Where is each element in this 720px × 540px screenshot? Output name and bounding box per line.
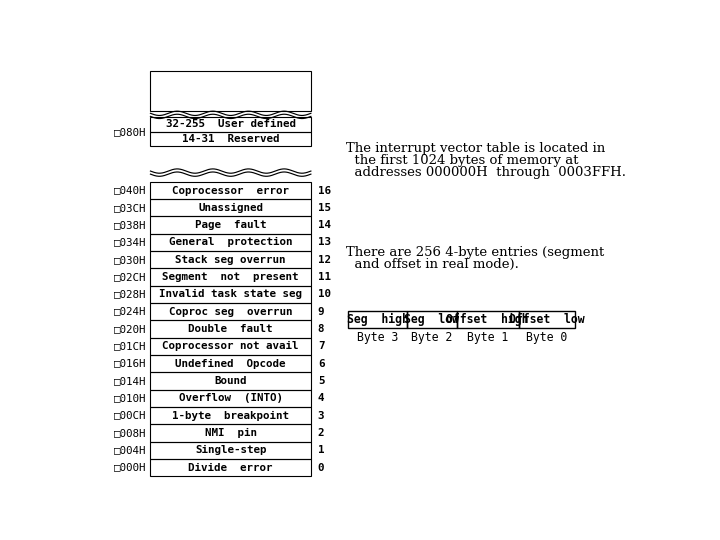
Text: 13: 13 [318, 238, 331, 247]
Text: Stack seg overrun: Stack seg overrun [176, 255, 286, 265]
Bar [518, 311, 575, 328]
Text: 15: 15 [318, 203, 331, 213]
Text: □030H: □030H [114, 255, 147, 265]
Bar [407, 311, 456, 328]
Text: Single-step: Single-step [195, 446, 266, 455]
Text: □014H: □014H [114, 376, 147, 386]
Text: □034H: □034H [114, 238, 147, 247]
Text: Segment  not  present: Segment not present [163, 272, 299, 282]
Text: General  protection: General protection [169, 238, 292, 247]
Bar [150, 117, 311, 132]
Text: □024H: □024H [114, 307, 147, 317]
Text: Seg  low: Seg low [404, 313, 459, 326]
Bar [150, 199, 311, 217]
Text: Bound: Bound [215, 376, 247, 386]
Text: There are 256 4-byte entries (segment: There are 256 4-byte entries (segment [346, 246, 604, 259]
Text: 10: 10 [318, 289, 331, 300]
Bar [150, 182, 311, 199]
Text: □028H: □028H [114, 289, 147, 300]
Text: 32-255  User defined: 32-255 User defined [166, 119, 296, 130]
Text: 4: 4 [318, 394, 324, 403]
Text: Divide  error: Divide error [189, 463, 273, 472]
Text: □02CH: □02CH [114, 272, 147, 282]
Text: Coprocessor not avail: Coprocessor not avail [163, 341, 299, 352]
Text: □010H: □010H [114, 394, 147, 403]
Text: Coprocessor  error: Coprocessor error [172, 186, 289, 195]
Text: □008H: □008H [114, 428, 147, 438]
Text: The interrupt vector table is located in: The interrupt vector table is located in [346, 142, 605, 155]
Text: □00CH: □00CH [114, 411, 147, 421]
Bar [150, 373, 311, 390]
Bar [150, 424, 311, 442]
Text: 1: 1 [318, 446, 324, 455]
Bar [150, 355, 311, 373]
Text: 9: 9 [318, 307, 324, 317]
Bar [150, 390, 311, 407]
Text: 7: 7 [318, 341, 324, 352]
Text: 14: 14 [318, 220, 331, 230]
Bar [150, 303, 311, 320]
Text: 11: 11 [318, 272, 331, 282]
Text: 6: 6 [318, 359, 324, 369]
Text: 5: 5 [318, 376, 324, 386]
Text: Seg  high: Seg high [346, 313, 408, 326]
Text: Coproc seg  overrun: Coproc seg overrun [169, 307, 292, 317]
Text: □000H: □000H [114, 463, 147, 472]
Text: Unassigned: Unassigned [198, 203, 264, 213]
Text: 16: 16 [318, 186, 331, 195]
Text: Byte 3: Byte 3 [357, 331, 398, 344]
Text: 12: 12 [318, 255, 331, 265]
Text: Invalid task state seg: Invalid task state seg [159, 289, 302, 300]
Text: □080H: □080H [114, 127, 147, 137]
Bar [456, 311, 518, 328]
Text: □01CH: □01CH [114, 341, 147, 352]
Bar [150, 251, 311, 268]
Text: Undefined  Opcode: Undefined Opcode [176, 359, 286, 369]
Text: the first 1024 bytes of memory at: the first 1024 bytes of memory at [346, 154, 578, 167]
Text: □038H: □038H [114, 220, 147, 230]
Text: Byte 2: Byte 2 [411, 331, 452, 344]
Text: 8: 8 [318, 324, 324, 334]
Bar [150, 217, 311, 234]
Bar [150, 320, 311, 338]
Bar [150, 407, 311, 424]
Text: □004H: □004H [114, 446, 147, 455]
Bar [150, 459, 311, 476]
Text: Page  fault: Page fault [195, 220, 266, 230]
Bar [150, 442, 311, 459]
Text: Byte 0: Byte 0 [526, 331, 567, 344]
Bar [150, 338, 311, 355]
Text: □020H: □020H [114, 324, 147, 334]
Bar [150, 71, 311, 111]
Text: Offset  low: Offset low [509, 313, 585, 326]
Text: addresses 000000H  through  0003FFH.: addresses 000000H through 0003FFH. [346, 166, 626, 179]
Text: □03CH: □03CH [114, 203, 147, 213]
Bar [150, 286, 311, 303]
Text: □016H: □016H [114, 359, 147, 369]
Text: 0: 0 [318, 463, 324, 472]
Text: 14-31  Reserved: 14-31 Reserved [182, 134, 279, 144]
Bar [348, 311, 407, 328]
Text: Offset  high: Offset high [446, 313, 528, 326]
Bar [150, 132, 311, 146]
Text: Double  fault: Double fault [189, 324, 273, 334]
Text: 3: 3 [318, 411, 324, 421]
Text: Overflow  (INTO): Overflow (INTO) [179, 394, 283, 403]
Text: 2: 2 [318, 428, 324, 438]
Text: NMI  pin: NMI pin [204, 428, 256, 438]
Bar [150, 268, 311, 286]
Text: Byte 1: Byte 1 [467, 331, 508, 344]
Text: and offset in real mode).: and offset in real mode). [346, 258, 518, 271]
Text: 1-byte  breakpoint: 1-byte breakpoint [172, 411, 289, 421]
Text: □040H: □040H [114, 186, 147, 195]
Bar [150, 234, 311, 251]
